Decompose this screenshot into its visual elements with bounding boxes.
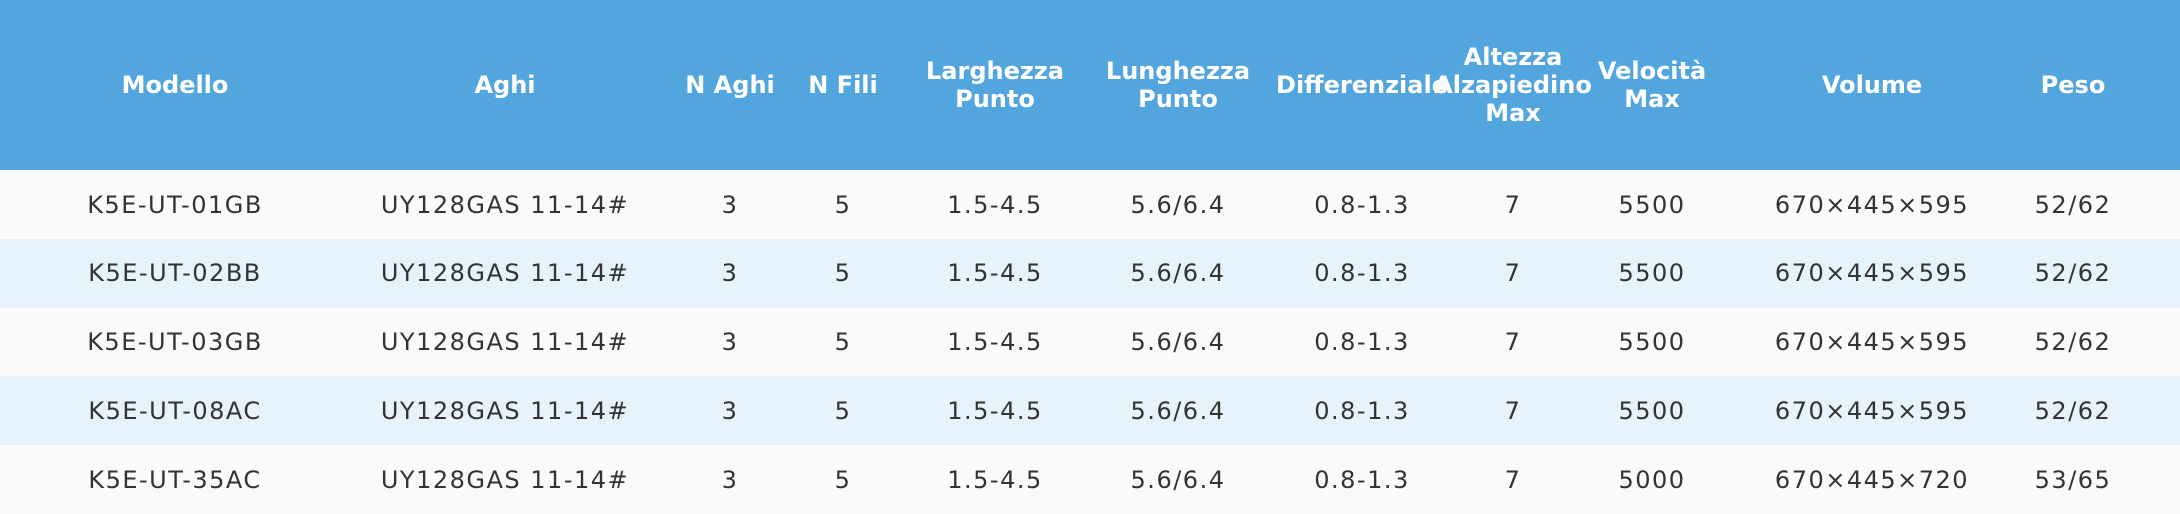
table-header: Modello Aghi N Aghi N Fili Larghezza Punto Lun…	[0, 0, 2180, 170]
table-row: K5E-UT-02BB UY128GAS 11-14# 3 5 1.5-4.5 5.6/6…	[0, 238, 2180, 308]
table-cell: 670×445×595	[1774, 396, 1970, 425]
header-text: Altezza	[1463, 43, 1563, 71]
table-cell: 52/62	[2034, 259, 2112, 288]
table-cell: 52/62	[2034, 328, 2112, 357]
header-cell: N Fili	[808, 0, 878, 170]
table-cell: 670×445×595	[1774, 259, 1970, 288]
table-cell: K5E-UT-02BB	[88, 259, 262, 288]
table-cell: 5	[834, 328, 852, 357]
header-text: Differenziale	[1276, 71, 1448, 99]
table-cell: 7	[1504, 328, 1522, 357]
header-text: Velocità	[1597, 57, 1707, 85]
table-row: K5E-UT-01GB UY128GAS 11-14# 3 5 1.5-4.5 5.6/6…	[0, 170, 2180, 239]
table-cell: UY128GAS 11-14#	[380, 328, 630, 357]
table-cell: K5E-UT-01GB	[87, 190, 263, 219]
header-cell: Velocità Max	[1598, 0, 1706, 170]
table-cell: K5E-UT-35AC	[88, 465, 262, 494]
table-cell: 5.6/6.4	[1130, 190, 1226, 219]
table-cell: 3	[721, 465, 739, 494]
header-cell: Larghezza Punto	[926, 0, 1064, 170]
table-cell: 1.5-4.5	[947, 328, 1043, 357]
table-cell: 52/62	[2034, 396, 2112, 425]
header-cell: Differenziale	[1276, 0, 1448, 170]
table-cell: 5500	[1618, 259, 1686, 288]
table-cell: 5.6/6.4	[1130, 396, 1226, 425]
table-cell: 670×445×595	[1774, 328, 1970, 357]
table-row: K5E-UT-08AC UY128GAS 11-14# 3 5 1.5-4.5 5.6/6…	[0, 376, 2180, 446]
header-text: N Aghi	[685, 71, 775, 99]
table-cell: 1.5-4.5	[947, 190, 1043, 219]
table-cell: K5E-UT-03GB	[87, 328, 263, 357]
header-text: Aghi	[474, 71, 536, 99]
table-cell: UY128GAS 11-14#	[380, 259, 630, 288]
table-cell: 5500	[1618, 190, 1686, 219]
header-text: Punto	[955, 85, 1035, 113]
table-row: K5E-UT-03GB UY128GAS 11-14# 3 5 1.5-4.5 5.6/6…	[0, 307, 2180, 377]
table-cell: 5500	[1618, 396, 1686, 425]
header-cell: Modello	[122, 0, 229, 170]
table-cell: 5.6/6.4	[1130, 259, 1226, 288]
header-cell: Aghi	[474, 0, 535, 170]
table-cell: 7	[1504, 259, 1522, 288]
header-text: Max	[1624, 85, 1680, 113]
table-cell: UY128GAS 11-14#	[380, 190, 630, 219]
header-cell: Lunghezza Punto	[1106, 0, 1250, 170]
header-text: Larghezza	[926, 57, 1064, 85]
table-cell: 5.6/6.4	[1130, 328, 1226, 357]
table-cell: 3	[721, 328, 739, 357]
table-cell: 5500	[1618, 328, 1686, 357]
table-cell: 7	[1504, 190, 1522, 219]
table-cell: 3	[721, 190, 739, 219]
header-text: Modello	[121, 71, 229, 99]
table-cell: 3	[721, 396, 739, 425]
table-cell: 1.5-4.5	[947, 465, 1043, 494]
table-cell: 1.5-4.5	[947, 396, 1043, 425]
table-cell: 5000	[1618, 465, 1686, 494]
table-cell: UY128GAS 11-14#	[380, 396, 630, 425]
header-cell: Volume	[1822, 0, 1922, 170]
header-cell: N Aghi	[685, 0, 775, 170]
header-text: Lunghezza	[1105, 57, 1251, 85]
header-cell: Peso	[2041, 0, 2106, 170]
table-cell: 5	[834, 259, 852, 288]
header-text: Alzapiedino	[1434, 71, 1592, 99]
table-cell: 5.6/6.4	[1130, 465, 1226, 494]
table-cell: 7	[1504, 396, 1522, 425]
table-cell: 52/62	[2034, 190, 2112, 219]
table-cell: 0.8-1.3	[1314, 396, 1410, 425]
table-cell: 5	[834, 396, 852, 425]
header-text: Peso	[2040, 71, 2106, 99]
header-text: Punto	[1138, 85, 1218, 113]
header-text: N Fili	[808, 71, 878, 99]
table-cell: UY128GAS 11-14#	[380, 465, 630, 494]
table-cell: 0.8-1.3	[1314, 465, 1410, 494]
table-cell: 3	[721, 259, 739, 288]
header-cell: Altezza Alzapiedino Max	[1434, 0, 1592, 170]
table-cell: 7	[1504, 465, 1522, 494]
table-cell: 53/65	[2034, 465, 2112, 494]
table-cell: 0.8-1.3	[1314, 328, 1410, 357]
table-cell: 1.5-4.5	[947, 259, 1043, 288]
header-text: Volume	[1821, 71, 1923, 99]
table-cell: 5	[834, 190, 852, 219]
table-row: K5E-UT-35AC UY128GAS 11-14# 3 5 1.5-4.5 5.6/6…	[0, 445, 2180, 514]
table-cell: 0.8-1.3	[1314, 259, 1410, 288]
table-cell: K5E-UT-08AC	[88, 396, 262, 425]
table-cell: 5	[834, 465, 852, 494]
table-cell: 0.8-1.3	[1314, 190, 1410, 219]
header-text: Max	[1485, 99, 1541, 127]
table-cell: 670×445×595	[1774, 190, 1970, 219]
table-cell: 670×445×720	[1774, 465, 1970, 494]
